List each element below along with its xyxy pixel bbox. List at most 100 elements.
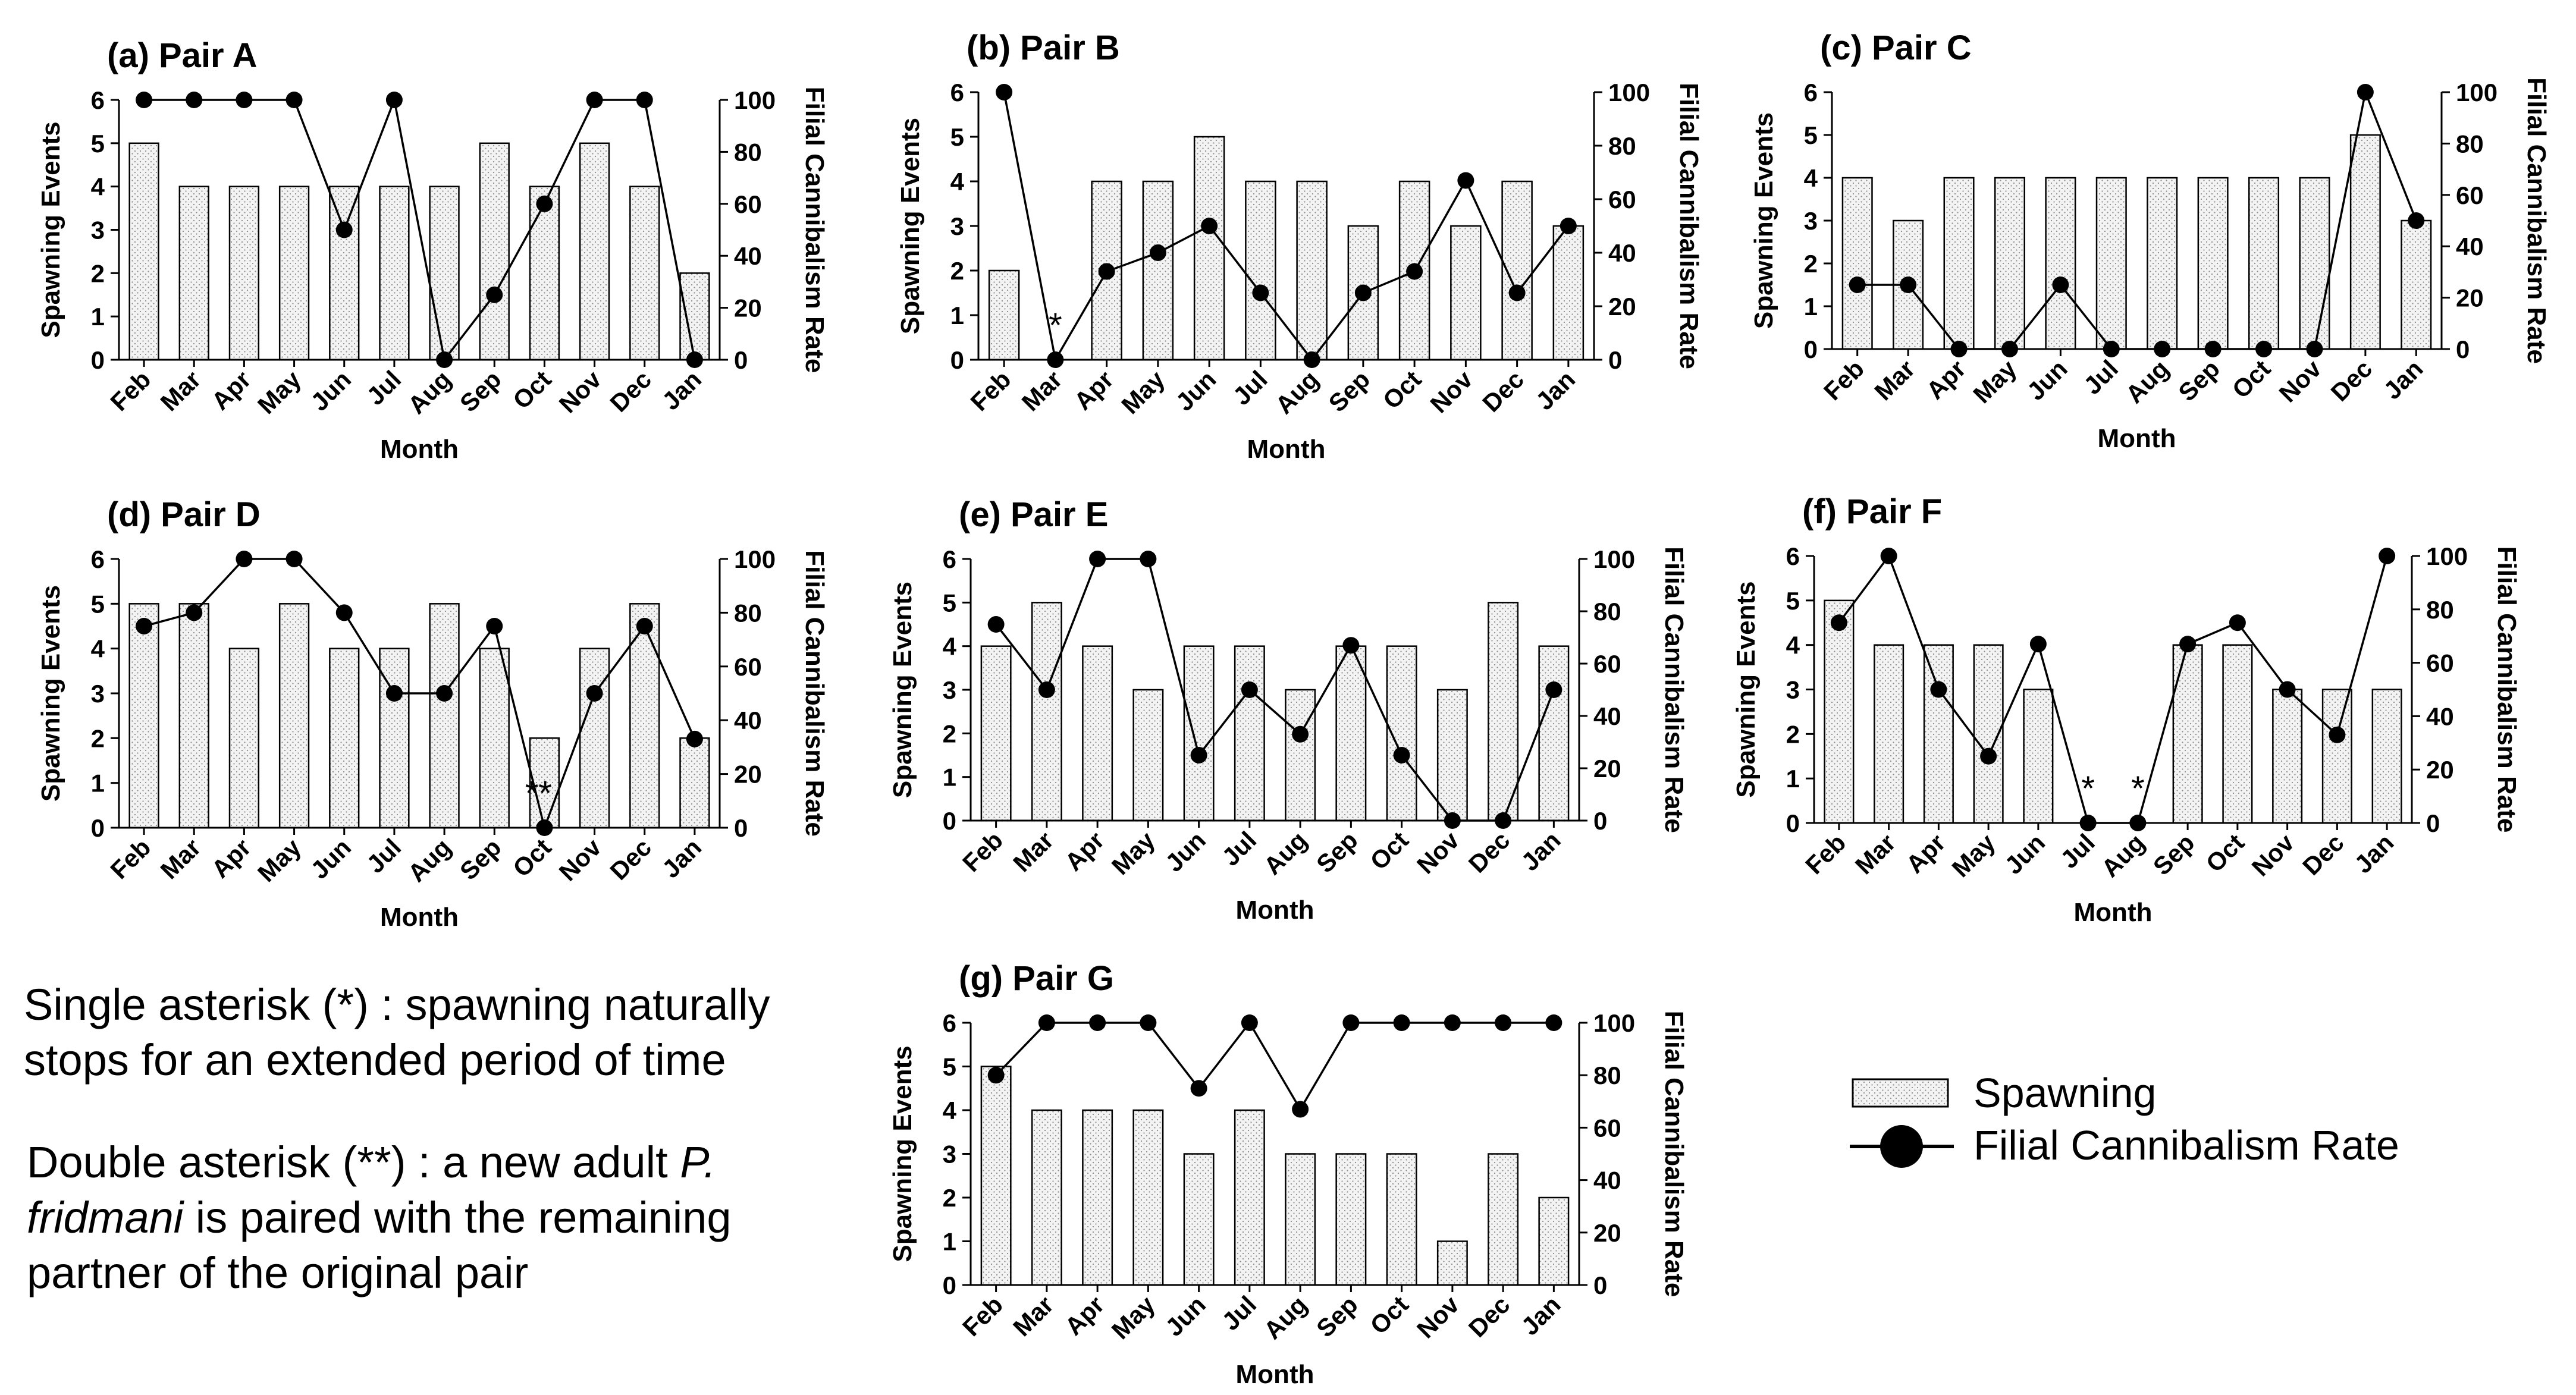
x-tick-label: Jul — [1216, 1290, 1262, 1336]
legend-rate-label: Filial Cannibalism Rate — [1973, 1122, 2399, 1168]
bar-sep — [479, 648, 510, 829]
rate-point-sep — [2179, 636, 2197, 653]
rate-point-jun — [1190, 1080, 1207, 1097]
bar-feb — [980, 645, 1012, 822]
bar-dec — [629, 186, 660, 361]
y-axis-label-left: Spawning Events — [1749, 112, 1778, 329]
bar-may — [1994, 177, 2025, 350]
y-axis-label-left: Spawning Events — [888, 1045, 917, 1262]
rate-point-aug — [2154, 341, 2171, 357]
y-axis-label-right: Filial Cannibalism Rate — [800, 550, 829, 837]
x-tick-label: Apr — [1900, 828, 1950, 878]
rate-point-dec — [1495, 812, 1512, 829]
x-tick-label: Aug — [2096, 828, 2150, 882]
right-tick-label: 80 — [2426, 596, 2454, 624]
note-double-line2: fridmani is paired with the remaining — [27, 1193, 732, 1242]
x-tick-label: Oct — [1378, 365, 1427, 414]
rate-point-apr — [1089, 1014, 1106, 1031]
bar-nov — [579, 648, 610, 829]
left-tick-label: 5 — [91, 590, 105, 618]
right-tick-label: 60 — [734, 653, 762, 681]
rate-point-nov — [586, 685, 603, 702]
x-tick-label: Oct — [2200, 828, 2249, 878]
rate-point-aug — [1292, 725, 1309, 743]
left-tick-label: 0 — [91, 346, 105, 374]
rate-line — [1003, 92, 1570, 363]
rate-point-apr — [1950, 341, 1968, 357]
x-tick-label: Oct — [2227, 354, 2276, 404]
bar-apr — [228, 186, 260, 361]
note-double-line1: Double asterisk (**) : a new adult P. — [27, 1138, 716, 1187]
bar-feb — [128, 603, 159, 829]
bar-nov — [2299, 177, 2330, 350]
bar-oct — [529, 186, 560, 361]
note-double-line1-italic: P. — [680, 1138, 716, 1187]
left-tick-label: 5 — [943, 589, 956, 617]
left-tick-label: 6 — [91, 86, 105, 114]
rate-point-dec — [636, 92, 653, 108]
left-tick-label: 2 — [91, 259, 105, 287]
left-tick-label: 5 — [91, 130, 105, 158]
rate-line — [143, 558, 696, 831]
rate-point-oct — [2229, 614, 2246, 631]
x-tick-label: Jan — [1530, 365, 1580, 415]
bar-jan — [1538, 1196, 1570, 1286]
rate-point-mar — [186, 92, 203, 108]
y-axis-label-left: Spawning Events — [888, 582, 917, 798]
rate-point-nov — [1444, 1014, 1461, 1031]
left-tick-label: 6 — [943, 545, 956, 573]
x-tick-label: Nov — [554, 365, 607, 419]
x-tick-label: Jun — [1170, 365, 1221, 416]
right-tick-label: 0 — [1593, 1271, 1607, 1299]
left-tick-label: 6 — [1804, 78, 1818, 106]
legend: Spawning Filial Cannibalism Rate — [1850, 1070, 2399, 1168]
left-tick-label: 4 — [1786, 631, 1800, 659]
rate-point-mar — [1900, 277, 1917, 293]
rate-point-jul — [385, 685, 403, 702]
rate-point-may — [285, 92, 303, 108]
bar-sep — [479, 142, 510, 361]
x-tick-label: Nov — [2273, 354, 2327, 408]
x-tick-label: May — [252, 365, 306, 419]
rate-point-mar — [1038, 1014, 1055, 1031]
rate-point-aug — [436, 685, 453, 702]
y-axis-label-left: Spawning Events — [896, 118, 925, 334]
bar-may — [278, 186, 310, 361]
x-tick-label: Aug — [1270, 365, 1324, 419]
bar-feb — [988, 269, 1020, 361]
left-tick-label: 4 — [943, 1096, 957, 1124]
right-tick-label: 80 — [1593, 1061, 1621, 1089]
right-tick-label: 80 — [1608, 132, 1636, 160]
rate-point-jul — [2103, 341, 2120, 357]
rate-point-mar — [1880, 548, 1897, 564]
bar-mar — [1874, 644, 1904, 824]
rate-point-feb — [1830, 614, 1847, 631]
rate-point-jun — [2029, 636, 2047, 653]
left-tick-label: 6 — [91, 545, 105, 573]
x-tick-label: Jun — [305, 365, 356, 416]
bar-jun — [1183, 1153, 1215, 1286]
rate-point-jan — [686, 351, 703, 368]
x-axis-label: Month — [1236, 1360, 1314, 1389]
bar-apr — [1943, 177, 1975, 350]
left-tick-label: 3 — [943, 1140, 956, 1168]
rate-point-dec — [1508, 284, 1526, 301]
x-tick-label: Dec — [1463, 1290, 1516, 1343]
x-tick-label: Apr — [1921, 354, 1971, 404]
right-tick-label: 20 — [1593, 755, 1621, 783]
rate-line — [1857, 88, 2417, 350]
bar-aug — [1285, 689, 1316, 822]
chart-title: (g) Pair G — [959, 959, 1114, 998]
x-tick-label: Aug — [2120, 354, 2175, 409]
x-tick-label: Dec — [1477, 365, 1529, 417]
rate-point-aug — [436, 351, 453, 368]
bar-jan — [2371, 689, 2402, 824]
right-tick-label: 60 — [1593, 1114, 1621, 1142]
rate-point-mar — [1038, 681, 1055, 698]
rate-point-may — [1140, 1014, 1157, 1031]
